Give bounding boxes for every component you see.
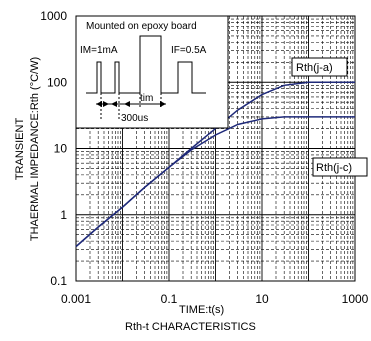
inset-period-arrowhead-mid-b (111, 101, 117, 107)
series-layer (75, 81, 355, 248)
y-tick-label: 1 (60, 208, 67, 222)
inset-tim-label: tim (140, 93, 153, 104)
series-label-box-jc (312, 157, 368, 177)
tick-labels: 0.001 0.1 10 1000 1000 100 10 1 0.1 (40, 9, 368, 306)
series-label-box-ja (291, 57, 348, 77)
chart-title: Rth-t CHARACTERISTICS (125, 321, 256, 333)
inset-tim-arrowhead-right (160, 101, 166, 107)
inset-diagram: Mounted on epoxy board IM=1mA IF=0.5A ti… (75, 15, 229, 129)
inset-period-arrowhead-left (96, 101, 102, 107)
grid (75, 15, 356, 282)
y-axis-label-line2: THAERMAL IMPEDANCE:Rth (°C/W) (29, 57, 41, 241)
inset-period-arrowhead-mid-a (103, 101, 109, 107)
inset-im-label: IM=1mA (80, 45, 118, 56)
series-label-jc: Rth(j-c) (316, 162, 352, 174)
x-tick-label: 1000 (342, 292, 369, 306)
x-tick-label: 0.1 (161, 292, 178, 306)
series-label-ja: Rth(j-a) (296, 62, 333, 74)
x-tick-label: 10 (255, 292, 269, 306)
y-tick-label: 100 (47, 75, 67, 89)
y-tick-label: 10 (54, 142, 68, 156)
y-axis-label-line1: TRANSIENT (14, 118, 26, 181)
inset-tim-arrowhead-left (124, 101, 130, 107)
x-tick-label: 0.001 (61, 292, 91, 306)
inset-box (75, 15, 229, 129)
inset-waveform (86, 35, 206, 94)
inset-if-label: IF=0.5A (171, 45, 207, 56)
y-tick-label: 0.1 (50, 274, 67, 288)
series-line-rth-jc (75, 116, 355, 248)
y-tick-label: 1000 (40, 9, 67, 23)
inset-period-label: 300us (121, 113, 148, 124)
x-axis-label: TIME:t(s) (179, 304, 224, 316)
inset-title: Mounted on epoxy board (86, 21, 197, 32)
